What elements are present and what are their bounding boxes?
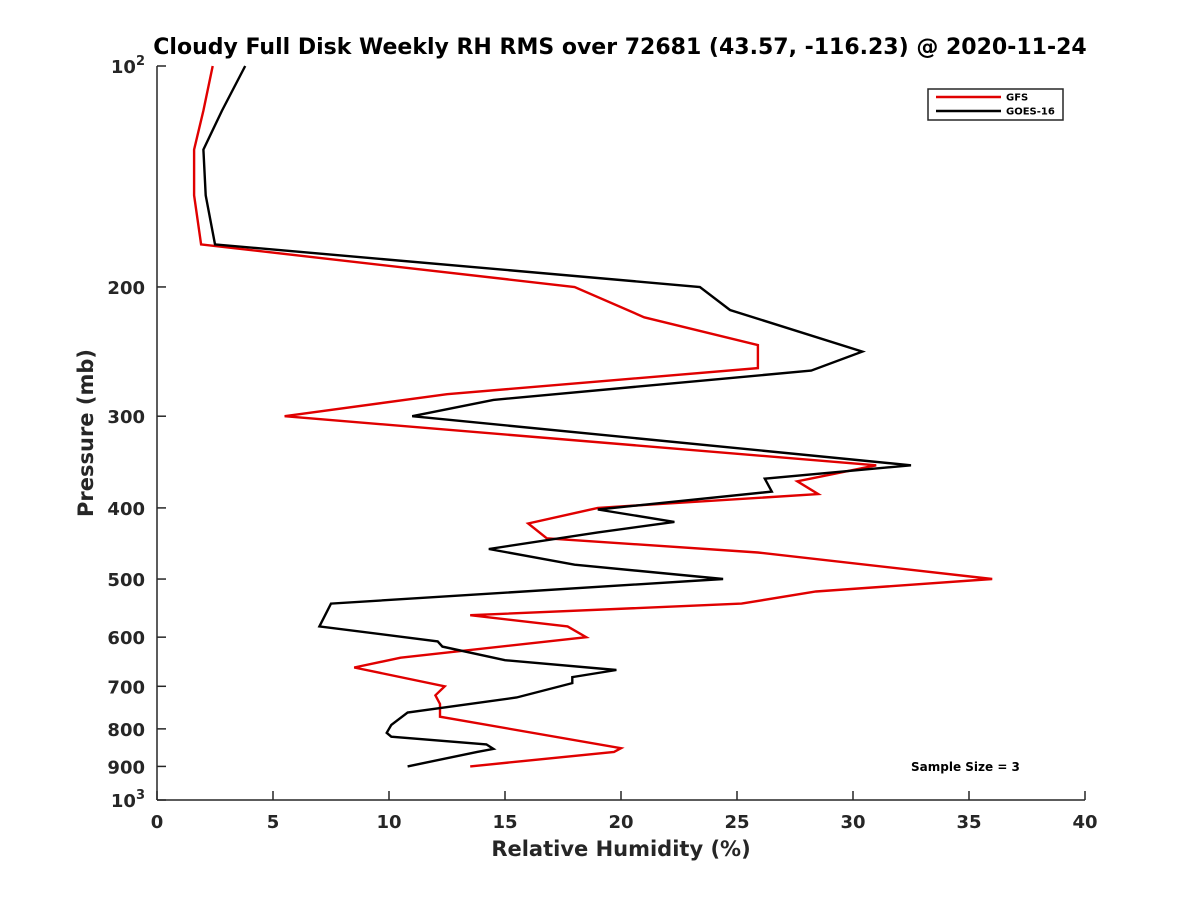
- y-tick-label: 102: [111, 54, 145, 78]
- x-tick-label: 25: [724, 812, 749, 833]
- x-tick-label: 10: [376, 812, 401, 833]
- y-tick-label: 400: [107, 499, 145, 520]
- x-tick-label: 40: [1072, 812, 1097, 833]
- y-tick-label: 700: [107, 677, 145, 698]
- y-ticks: 102 200 300 400 500 600 700 800 900 103: [107, 54, 166, 812]
- y-tick-label: 900: [107, 757, 145, 778]
- sample-size-annotation: Sample Size = 3: [911, 760, 1020, 774]
- y-tick-label: 103: [111, 788, 145, 812]
- x-axis-label: Relative Humidity (%): [491, 837, 750, 861]
- x-tick-label: 5: [267, 812, 280, 833]
- x-tick-label: 35: [956, 812, 981, 833]
- x-tick-label: 0: [151, 812, 164, 833]
- series-layer: [192, 65, 993, 768]
- series-line-gfs: [192, 65, 993, 768]
- x-tick-label: 15: [492, 812, 517, 833]
- series-line-goes-16: [202, 65, 912, 768]
- y-axis-label: Pressure (mb): [74, 349, 98, 517]
- x-ticks: 0 5 10 15 20 25 30 35 40: [151, 791, 1098, 833]
- legend: GFS GOES-16: [927, 88, 1064, 121]
- y-tick-label: 300: [107, 407, 145, 428]
- y-tick-label: 600: [107, 628, 145, 649]
- x-tick-label: 30: [840, 812, 865, 833]
- legend-label: GOES-16: [1006, 107, 1055, 118]
- chart-title: Cloudy Full Disk Weekly RH RMS over 7268…: [153, 35, 1086, 60]
- y-tick-label: 200: [107, 278, 145, 299]
- legend-box: [927, 88, 1064, 121]
- y-tick-label: 500: [107, 570, 145, 591]
- x-tick-label: 20: [608, 812, 633, 833]
- y-tick-label: 800: [107, 720, 145, 741]
- legend-label: GFS: [1006, 93, 1028, 104]
